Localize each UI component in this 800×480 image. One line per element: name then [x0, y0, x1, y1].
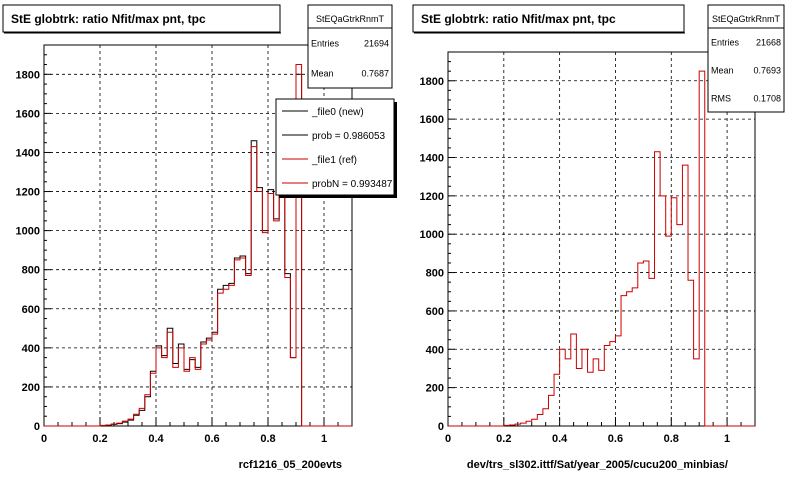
chart-title: StE globtrk: ratio Nfit/max pnt, tpc — [421, 12, 616, 26]
y-tick-label: 1400 — [420, 152, 444, 164]
y-tick-label: 600 — [22, 304, 40, 316]
x-tick-label: 0.4 — [552, 433, 568, 445]
series-file1-ref — [448, 70, 755, 427]
y-tick-label: 1000 — [420, 229, 444, 241]
y-tick-label: 1800 — [420, 76, 444, 88]
stats-name: StEQaGtrkRnmT — [316, 14, 385, 24]
stats-mean-label: Mean — [311, 69, 334, 79]
y-tick-label: 1200 — [420, 191, 444, 203]
title-box — [2, 4, 281, 33]
x-tick-label: 0.4 — [148, 433, 164, 445]
y-tick-label: 1600 — [420, 114, 444, 126]
x-tick-label: 1 — [321, 433, 327, 445]
y-tick-label: 200 — [22, 382, 40, 394]
stats-mean-value: 0.7687 — [361, 69, 389, 79]
y-tick-label: 400 — [22, 343, 40, 355]
y-tick-label: 400 — [426, 344, 444, 356]
x-tick-label: 0 — [41, 433, 47, 445]
legend-entry-label: _file0 (new) — [311, 107, 364, 118]
y-tick-label: 1400 — [16, 147, 40, 159]
legend-entry-label: _file1 (ref) — [311, 155, 357, 166]
stats-box — [707, 4, 785, 113]
y-tick-label: 1800 — [16, 69, 40, 81]
y-tick-label: 800 — [426, 268, 444, 280]
x-tick-label: 0.8 — [260, 433, 275, 445]
stats-entries-label: Entries — [311, 39, 340, 49]
stats-entries-value: 21694 — [364, 39, 389, 49]
y-tick-label: 200 — [426, 383, 444, 395]
y-tick-label: 0 — [34, 421, 40, 433]
title-box — [412, 4, 685, 33]
x-tick-label: 0.8 — [664, 433, 679, 445]
histogram-panel-right: 0 200 400 600 800 1000 1200 1400 1600 1800 0 0.2 0.4… — [412, 4, 785, 471]
chart-title: StE globtrk: ratio Nfit/max pnt, tpc — [11, 12, 206, 26]
legend-entry-label: probN = 0.993487 — [312, 179, 393, 190]
x-tick-label: 0.2 — [92, 433, 107, 445]
y-tick-label: 0 — [438, 421, 444, 433]
x-tick-label: 0.2 — [496, 433, 511, 445]
x-tick-label: 0 — [445, 433, 451, 445]
stats-entries-value: 21668 — [756, 37, 781, 47]
x-tick-label: 0.6 — [608, 433, 623, 445]
y-tick-label: 1000 — [16, 226, 40, 238]
stats-mean-label: Mean — [711, 65, 734, 75]
y-tick-label: 1600 — [16, 108, 40, 120]
x-axis-label: dev/trs_sl302.ittf/Sat/year_2005/cucu200… — [467, 459, 728, 471]
stats-entries-label: Entries — [711, 37, 740, 47]
stats-rms-value: 0.1708 — [753, 93, 781, 103]
legend-entry-label: prob = 0.986053 — [312, 131, 386, 142]
stats-box — [307, 4, 393, 89]
series-file1-ref — [44, 64, 352, 427]
stats-mean-value: 0.7693 — [753, 65, 781, 75]
y-tick-label: 800 — [22, 265, 40, 277]
plot-frame — [447, 51, 756, 427]
histogram-panel-left: 0 200 400 600 800 1000 1200 1400 1600 1800 0 0.2 0.4… — [2, 4, 397, 471]
stats-rms-label: RMS — [711, 93, 731, 103]
x-axis-label: rcf1216_05_200evts — [239, 459, 342, 471]
x-tick-label: 1 — [724, 433, 730, 445]
y-tick-label: 600 — [426, 306, 444, 318]
legend-box — [275, 98, 395, 196]
x-tick-label: 0.6 — [204, 433, 219, 445]
stats-name: StEQaGtrkRnmT — [712, 14, 781, 24]
y-tick-label: 1200 — [16, 187, 40, 199]
